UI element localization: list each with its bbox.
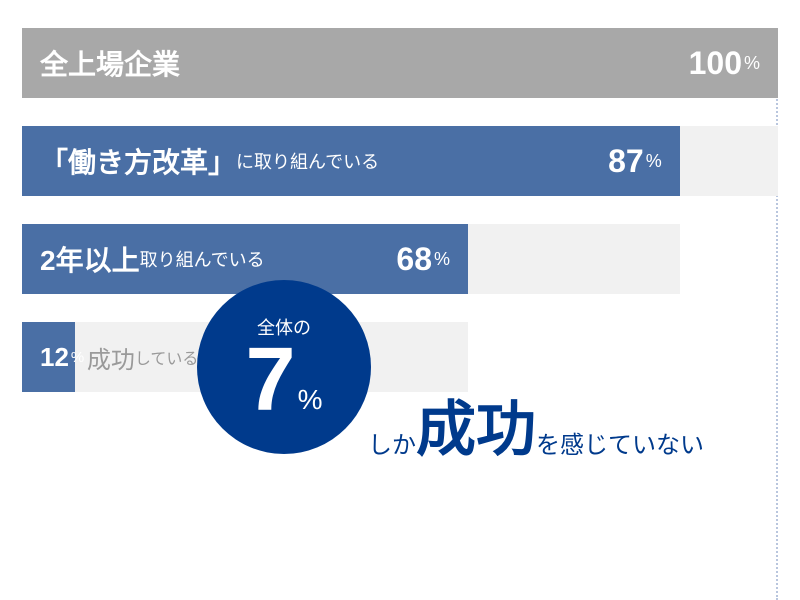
tagline: しか 成功 を感じていない: [368, 400, 704, 460]
bar-label-small: に取り組んでいる: [236, 148, 379, 174]
bar-pct: 12: [40, 342, 69, 373]
bar-fill: 12 %: [22, 322, 75, 392]
tagline-part-2: 成功: [416, 400, 536, 460]
bar-aux-label: 成功 している: [87, 322, 199, 392]
bar-row-all: 全上場企業 100 %: [22, 28, 778, 98]
bar-pct: 68: [396, 241, 432, 278]
bar-pct-unit: %: [434, 249, 450, 270]
circle-unit: %: [298, 387, 323, 412]
bar-row-reform: 「働き方改革」 に取り組んでいる 87 %: [22, 126, 778, 196]
bar-fill: 2年以上 取り組んでいる 68 %: [22, 224, 468, 294]
bar-pct-unit: %: [744, 53, 760, 74]
bar-pct-unit: %: [71, 349, 84, 366]
bar-label-small: 取り組んでいる: [140, 246, 265, 272]
circle-big-value: 7: [246, 340, 296, 421]
aux-label-small: している: [135, 345, 199, 369]
bar-label-large: 全上場企業: [40, 43, 180, 83]
highlight-circle: 全体の 7 %: [197, 280, 371, 454]
bar-label-large: 2年以上: [40, 239, 140, 279]
guide-line: [776, 28, 778, 600]
tagline-part-3: を感じていない: [536, 425, 704, 460]
bar-pct-unit: %: [646, 151, 662, 172]
tagline-part-1: しか: [368, 425, 416, 460]
bar-pct: 100: [689, 45, 742, 82]
bar-pct: 87: [608, 143, 644, 180]
funnel-chart: 全上場企業 100 % 「働き方改革」 に取り組んでいる 87 % 2年以上 取…: [22, 28, 778, 420]
bar-label-large: 「働き方改革」: [40, 141, 236, 181]
bar-row-success: 12 % 成功 している: [22, 322, 778, 392]
bar-fill: 全上場企業 100 %: [22, 28, 778, 98]
bar-fill: 「働き方改革」 に取り組んでいる 87 %: [22, 126, 680, 196]
aux-label-large: 成功: [87, 340, 135, 375]
bar-row-two-years: 2年以上 取り組んでいる 68 %: [22, 224, 778, 294]
